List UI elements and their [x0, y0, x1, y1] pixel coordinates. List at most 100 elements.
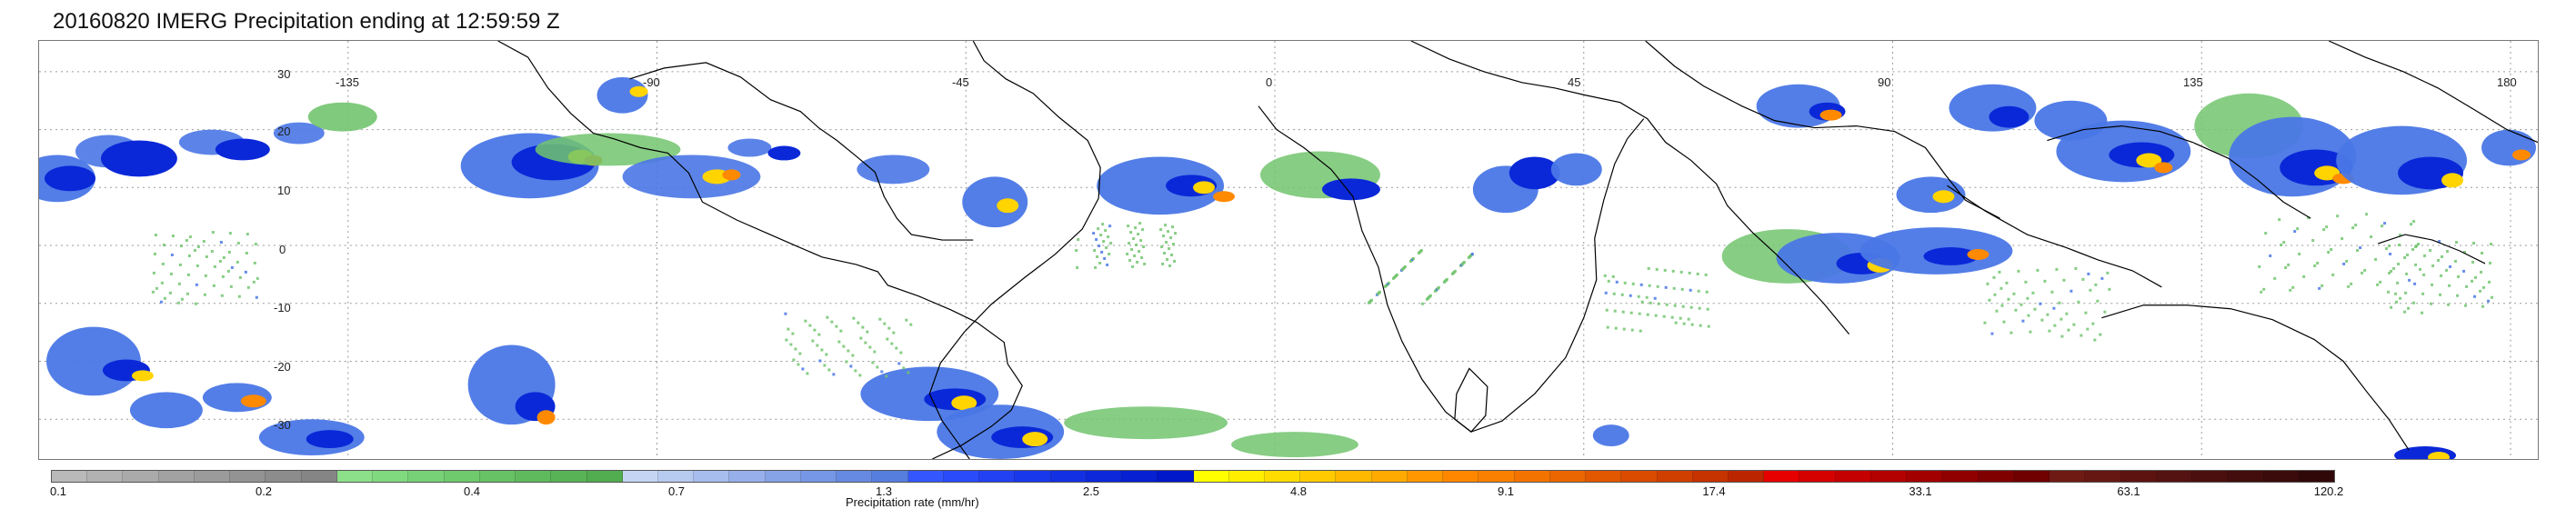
- precip-speckle: [2360, 271, 2364, 274]
- precip-cell-12: [535, 133, 681, 166]
- precip-cell-78: [1064, 406, 1228, 440]
- precip-speckle: [154, 234, 157, 237]
- precip-speckle: [845, 360, 848, 364]
- precip-cell-63: [131, 370, 154, 382]
- precip-speckle: [1654, 314, 1658, 317]
- precip-speckle: [2072, 323, 2076, 326]
- precip-speckle: [2410, 223, 2413, 226]
- colorbar-segment-49: [1799, 471, 1836, 482]
- precip-speckle: [185, 239, 188, 243]
- precip-speckle: [1163, 251, 1167, 255]
- precip-speckle: [2457, 274, 2461, 278]
- precip-speckle: [2363, 268, 2367, 272]
- precip-cell-16: [596, 76, 648, 114]
- precip-speckle: [168, 291, 172, 294]
- precip-speckle: [878, 317, 882, 321]
- precip-cell-43: [2154, 162, 2173, 174]
- precip-speckle: [2491, 295, 2494, 299]
- precip-speckle: [1623, 281, 1627, 284]
- precip-cell-17: [629, 85, 648, 97]
- colorbar-segment-0: [52, 471, 88, 482]
- precip-speckle: [220, 294, 224, 297]
- precip-speckle: [2446, 250, 2450, 253]
- precip-speckle: [1129, 231, 1133, 235]
- precip-speckle: [2487, 299, 2491, 303]
- precip-speckle: [1161, 262, 1165, 265]
- precip-speckle: [1453, 269, 1457, 273]
- precip-speckle: [2387, 290, 2391, 294]
- precip-speckle: [153, 252, 156, 255]
- precip-speckle: [2100, 276, 2104, 280]
- precip-speckle: [1174, 232, 1178, 235]
- precip-speckle: [1109, 242, 1113, 245]
- precip-speckle: [1095, 238, 1098, 242]
- colorbar-segment-9: [373, 471, 409, 482]
- precip-speckle: [1108, 225, 1112, 228]
- colorbar-segment-42: [1549, 471, 1587, 482]
- precip-speckle: [871, 361, 875, 364]
- precip-speckle: [185, 292, 189, 295]
- precip-speckle: [1076, 265, 1079, 269]
- colorbar-segment-27: [1015, 471, 1051, 482]
- precip-speckle: [2108, 287, 2111, 291]
- precip-speckle: [2359, 246, 2362, 250]
- precip-speckle: [2415, 245, 2419, 248]
- precip-speckle: [1162, 235, 1166, 238]
- precip-speckle: [2430, 302, 2433, 305]
- precip-cell-42: [2136, 153, 2162, 168]
- precip-speckle: [2043, 279, 2047, 283]
- precip-speckle: [205, 255, 208, 258]
- lat-label-minus-20: -20: [274, 360, 291, 374]
- precipitation-colorbar: [51, 470, 2335, 483]
- precip-cell-51: [2441, 173, 2464, 188]
- precip-speckle: [1614, 326, 1618, 330]
- precip-speckle: [230, 265, 234, 269]
- precip-speckle: [1603, 274, 1607, 277]
- colorbar-tick-63-1: 63.1: [2117, 484, 2140, 498]
- precip-speckle: [2472, 242, 2476, 245]
- precip-speckle: [2407, 306, 2411, 310]
- precip-speckle: [1995, 309, 1999, 313]
- precip-speckle: [195, 264, 199, 267]
- precip-speckle: [2318, 286, 2321, 290]
- precip-speckle: [255, 295, 258, 299]
- precip-speckle: [1607, 279, 1610, 283]
- colorbar-segment-19: [729, 471, 766, 482]
- precip-speckle: [885, 374, 888, 378]
- colorbar-segment-17: [657, 471, 695, 482]
- precip-speckle: [2060, 334, 2064, 338]
- colorbar-segment-28: [1050, 471, 1087, 482]
- precip-speckle: [797, 363, 800, 366]
- graticule: [39, 41, 2538, 459]
- precip-speckle: [2287, 263, 2290, 266]
- colorbar-segment-8: [336, 471, 374, 482]
- precip-cell-5: [215, 138, 270, 161]
- precip-speckle: [2080, 334, 2083, 337]
- precip-speckle: [1139, 239, 1143, 243]
- precip-speckle: [160, 281, 164, 284]
- precip-speckle: [1988, 298, 1991, 302]
- precip-cell-15: [722, 169, 741, 181]
- precip-speckle: [1998, 270, 2001, 274]
- precip-speckle: [2017, 269, 2020, 273]
- colorbar-segment-4: [194, 471, 231, 482]
- precip-speckle: [1639, 283, 1643, 286]
- precip-speckle: [187, 254, 191, 257]
- colorbar-segment-2: [123, 471, 159, 482]
- colorbar-segment-6: [266, 471, 302, 482]
- precip-cell-52: [2481, 129, 2537, 166]
- precip-speckle: [2489, 261, 2492, 264]
- precip-speckle: [2313, 264, 2317, 267]
- precip-speckle: [2481, 304, 2485, 308]
- precip-speckle: [2423, 254, 2427, 257]
- precip-speckle: [1128, 258, 1132, 262]
- precip-cell-18: [727, 138, 772, 157]
- precip-speckle: [2350, 282, 2353, 285]
- precip-speckle: [2354, 224, 2358, 227]
- precip-speckle: [2330, 248, 2333, 251]
- colorbar-segment-32: [1193, 471, 1229, 482]
- precip-speckle: [880, 370, 884, 374]
- precip-speckle: [2465, 284, 2469, 288]
- colorbar-segment-23: [872, 471, 908, 482]
- precipitation-map: [39, 41, 2538, 459]
